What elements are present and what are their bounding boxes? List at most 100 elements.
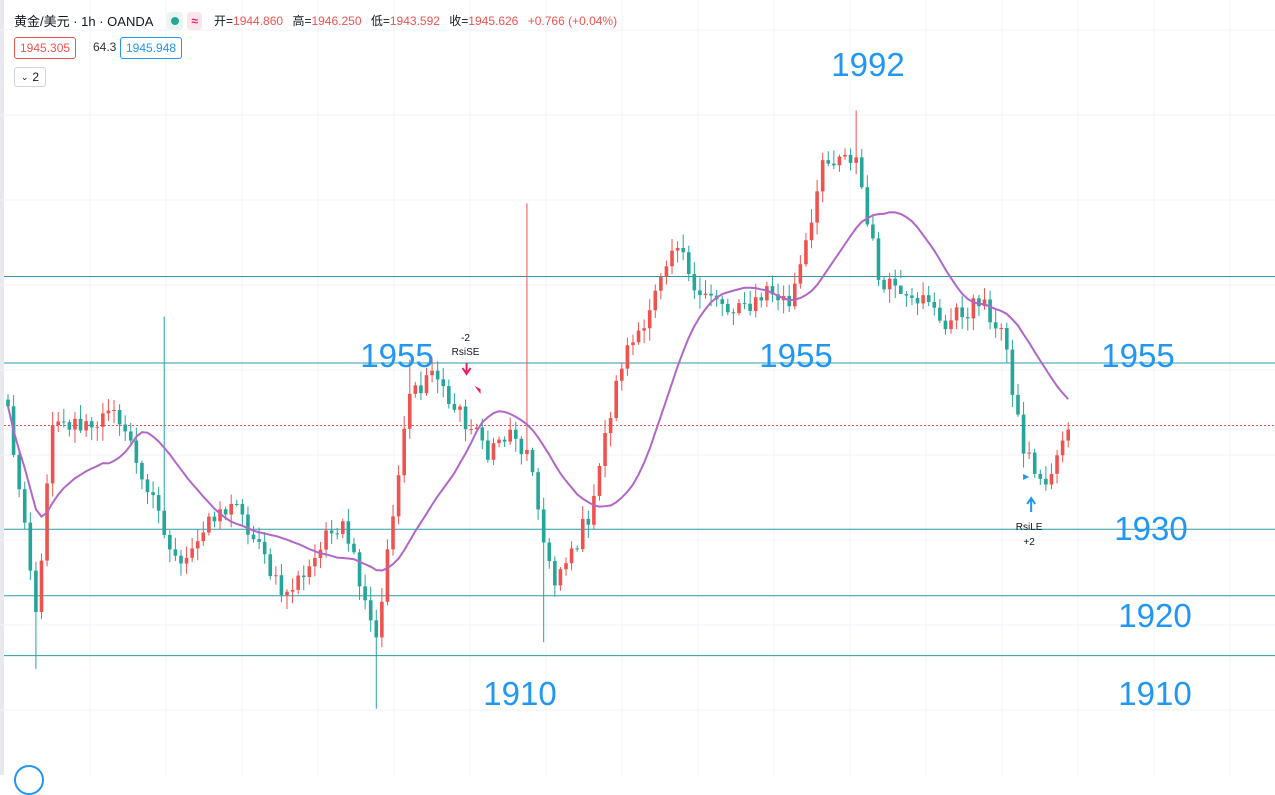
candle-body xyxy=(195,541,200,549)
indicator-count: 2 xyxy=(32,70,40,84)
candle-body xyxy=(117,409,122,425)
close-value: 1945.626 xyxy=(468,14,519,28)
green-dot-icon xyxy=(171,16,180,25)
buy-price-button[interactable]: 1945.948 xyxy=(120,37,183,59)
candle-body xyxy=(128,431,133,441)
candle-body xyxy=(62,421,66,423)
candle-body xyxy=(179,555,183,564)
candle-body xyxy=(865,187,870,225)
candle-body xyxy=(106,410,111,414)
horizontal-levels xyxy=(4,276,1275,657)
chart-legend: 黄金/美元 · 1h · OANDA ≈ 开=1944.860 高=1946.2… xyxy=(14,11,617,30)
candle-body xyxy=(564,563,568,570)
candle-body xyxy=(497,439,501,444)
open-value: 1944.860 xyxy=(233,14,284,28)
candle-body xyxy=(89,421,94,428)
level-label: 1955 xyxy=(360,337,433,374)
candle-body xyxy=(558,569,563,586)
left-toolbar-edge xyxy=(0,0,4,775)
candle-body xyxy=(290,589,295,592)
candle-body xyxy=(391,516,395,550)
candle-body xyxy=(553,561,557,586)
candle-body xyxy=(430,370,434,376)
candle-body xyxy=(39,560,44,613)
candle-body xyxy=(608,418,613,433)
candle-body xyxy=(184,557,189,564)
candle-body xyxy=(1027,452,1031,454)
ma-line xyxy=(7,211,1069,572)
indicator-toggle-button[interactable]: ⌄ 2 xyxy=(14,67,46,87)
candle-body xyxy=(424,375,429,394)
candle-body xyxy=(988,299,992,323)
candle-body xyxy=(274,575,278,577)
candle-body xyxy=(547,542,552,562)
candle-body xyxy=(703,293,708,296)
scroll-nav-button[interactable] xyxy=(14,765,44,795)
candle-body xyxy=(670,250,674,267)
candle-body xyxy=(519,438,524,455)
candle-body xyxy=(960,307,964,318)
candle-body xyxy=(999,328,1004,330)
candle-body xyxy=(726,303,730,313)
candle-body xyxy=(770,286,775,295)
candle-body xyxy=(815,191,819,223)
candle-body xyxy=(832,163,836,166)
candle-body xyxy=(843,154,847,157)
level-label: 1992 xyxy=(831,46,904,83)
candle-body xyxy=(402,428,406,476)
candle-body xyxy=(692,274,697,291)
level-label: 1920 xyxy=(1118,597,1191,634)
candle-body xyxy=(363,586,367,601)
approx-icon[interactable]: ≈ xyxy=(187,11,203,30)
candle-body xyxy=(34,570,38,613)
candle-body xyxy=(904,293,909,296)
candle-body xyxy=(229,504,233,515)
long-marker-icon xyxy=(1023,474,1030,480)
candle-body xyxy=(368,600,373,621)
candle-body xyxy=(530,449,535,473)
chart-grid xyxy=(0,0,1275,775)
candle-body xyxy=(447,386,451,405)
candle-body xyxy=(313,557,317,567)
arrow-down-icon xyxy=(461,363,472,376)
candle-body xyxy=(346,521,351,544)
candle-body xyxy=(134,440,139,463)
candle-body xyxy=(893,278,898,286)
candle-body xyxy=(798,264,803,284)
candle-body xyxy=(943,320,948,330)
candle-body xyxy=(151,492,155,496)
candle-body xyxy=(659,276,663,291)
market-status-badge[interactable] xyxy=(167,11,184,30)
candle-body xyxy=(95,426,100,428)
level-label: 1955 xyxy=(759,337,832,374)
candle-body xyxy=(765,286,769,301)
low-value: 1943.592 xyxy=(389,14,440,28)
candle-body xyxy=(871,224,875,239)
candle-body xyxy=(859,157,864,188)
candle-body xyxy=(207,516,211,533)
candle-body xyxy=(324,530,328,550)
candle-body xyxy=(720,299,725,304)
candle-body xyxy=(218,509,222,522)
candle-body xyxy=(971,298,976,319)
candle-body xyxy=(938,307,942,321)
candle-body xyxy=(413,385,418,394)
level-label: 1910 xyxy=(1118,675,1191,712)
candle-body xyxy=(441,379,446,387)
candle-body xyxy=(541,509,546,543)
candle-body xyxy=(279,575,284,596)
candle-body xyxy=(1005,328,1009,350)
candle-body xyxy=(385,549,390,602)
candle-body xyxy=(374,620,379,638)
candle-body xyxy=(848,154,853,163)
symbol-title[interactable]: 黄金/美元 · 1h · OANDA xyxy=(14,14,154,29)
candle-body xyxy=(257,539,261,542)
candle-body xyxy=(301,575,306,578)
candle-body xyxy=(1044,478,1048,485)
candle-body xyxy=(820,160,825,192)
sell-price-button[interactable]: 1945.305 xyxy=(14,37,77,59)
candle-body xyxy=(631,342,635,346)
candle-body xyxy=(480,427,485,441)
candle-body xyxy=(776,294,780,301)
